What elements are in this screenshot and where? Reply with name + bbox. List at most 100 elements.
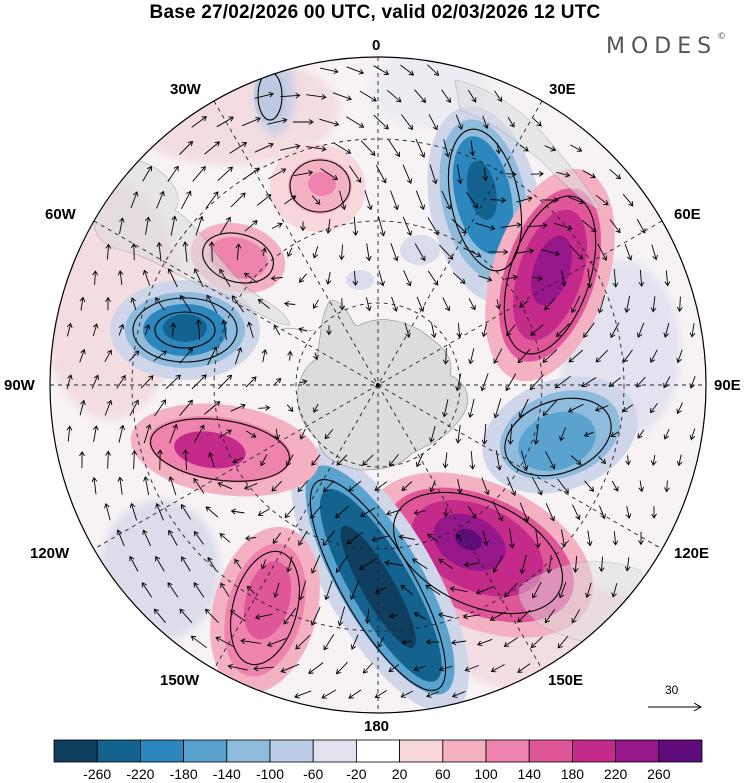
- wind-vector-arrow: [466, 191, 478, 209]
- wind-vector-arrow: [167, 582, 179, 598]
- colorbar-tick-label: 180: [560, 766, 585, 782]
- wind-vector-arrow: [581, 220, 597, 233]
- lon-label-60w: 60W: [45, 206, 76, 223]
- wind-vector-arrow: [116, 529, 125, 547]
- wind-vector-arrow: [427, 533, 439, 543]
- wind-vector-arrow: [373, 114, 389, 130]
- map-border: [49, 56, 707, 714]
- wind-vector-arrow: [493, 398, 502, 419]
- wind-vector-arrow: [475, 586, 494, 595]
- wind-vector-arrow: [66, 425, 73, 442]
- wind-vector-arrow: [66, 374, 73, 390]
- antarctica-landmass: [297, 299, 469, 471]
- wind-vector-arrow: [170, 322, 177, 337]
- lon-label-150e: 150E: [548, 672, 584, 689]
- wind-vector-arrow: [346, 116, 365, 128]
- wind-vector-arrow: [438, 558, 454, 570]
- wind-vector-arrow: [477, 638, 493, 647]
- wind-vector-arrow: [270, 275, 283, 282]
- wind-vector-arrow: [544, 145, 557, 152]
- wind-vector-arrow: [266, 637, 287, 647]
- wind-vector-arrow: [542, 349, 558, 363]
- wind-vector-arrow: [346, 66, 365, 75]
- wind-vector-arrow: [494, 90, 503, 103]
- wind-vector-arrow: [153, 608, 166, 624]
- wind-vector-arrow: [467, 505, 477, 519]
- wind-vector-arrow: [425, 584, 441, 596]
- wind-vector-arrow: [104, 349, 112, 363]
- wind-vector-arrow: [204, 141, 221, 155]
- wind-vector-arrow: [490, 197, 507, 204]
- wind-vector-arrow: [272, 532, 282, 544]
- colorbar-swatch: [53, 739, 98, 763]
- wind-vector-arrow: [258, 405, 271, 411]
- wind-vector-arrow: [287, 350, 293, 361]
- wind-vector-arrow: [568, 349, 584, 363]
- wind-vector-arrow: [518, 398, 529, 418]
- wind-vector-arrow: [663, 376, 671, 389]
- wind-vector-arrow: [468, 348, 475, 365]
- wind-vector-arrow: [253, 665, 275, 672]
- wind-vector-arrow: [622, 349, 633, 363]
- wind-vector-arrow: [271, 222, 283, 229]
- wind-vector-arrow: [451, 690, 466, 698]
- wind-vector-arrow: [206, 294, 218, 314]
- wind-vector-arrow: [388, 139, 400, 158]
- wind-vector-arrow: [478, 275, 493, 282]
- wind-vector-arrow: [247, 321, 254, 338]
- wind-vector-arrow: [181, 556, 191, 572]
- colorbar-swatch: [183, 739, 228, 763]
- wind-vector-arrow: [480, 373, 489, 392]
- wind-vector-arrow: [104, 399, 113, 416]
- wind-vector-arrow: [638, 269, 645, 288]
- wind-vector-arrow: [299, 379, 308, 385]
- wind-vector-arrow: [530, 171, 544, 177]
- wind-vector-arrow: [519, 554, 527, 575]
- wind-vector-arrow: [218, 429, 232, 439]
- wind-vector-arrow: [313, 403, 319, 413]
- wind-vector-arrow: [582, 170, 596, 179]
- wind-vector-arrow: [636, 322, 645, 338]
- colorbar-tick-label: 100: [474, 766, 498, 782]
- wind-vector-arrow: [352, 216, 359, 237]
- wind-vector-arrow: [208, 241, 215, 263]
- wind-vector-arrow: [359, 90, 377, 102]
- wind-vector-arrow: [676, 349, 683, 364]
- wind-vector-arrow: [414, 89, 427, 103]
- wind-vector-arrow: [306, 146, 327, 152]
- wind-vector-arrow: [168, 476, 177, 496]
- wind-vector-arrow: [595, 349, 609, 363]
- wind-vector-arrow: [558, 582, 567, 599]
- wind-vector-arrow: [557, 635, 569, 649]
- wind-vector-arrow: [400, 584, 414, 595]
- wind-vector-arrow: [131, 449, 138, 470]
- wind-vector-arrow: [426, 691, 440, 698]
- colorbar-swatch: [269, 739, 314, 763]
- wind-vector-arrow: [449, 586, 468, 593]
- wind-vector-arrow: [625, 505, 632, 519]
- wind-vector-arrow: [170, 215, 178, 236]
- wind-vector-arrow: [284, 195, 297, 205]
- lon-label-30w: 30W: [170, 81, 201, 98]
- wind-vector-arrow: [638, 531, 644, 546]
- wind-vector-arrow: [375, 164, 387, 184]
- wind-vector-arrow: [169, 423, 178, 444]
- lon-label-0: 0: [372, 37, 381, 54]
- wind-vector-arrow: [429, 425, 436, 443]
- wind-vector-arrow: [488, 249, 509, 255]
- wind-vector-arrow: [118, 424, 125, 443]
- wind-vector-arrow: [256, 194, 272, 206]
- wind-vector-arrow: [333, 142, 352, 154]
- wind-vector-arrow: [464, 665, 479, 672]
- wind-vector-arrow: [586, 530, 593, 547]
- shade-light-blue: [100, 500, 220, 640]
- wind-vector-arrow: [311, 195, 321, 205]
- wind-vector-arrow: [117, 270, 124, 286]
- wind-vector-arrow: [530, 636, 544, 648]
- wind-vector-arrow: [428, 114, 438, 131]
- wind-vector-arrow: [191, 374, 207, 390]
- wind-vector-arrow: [455, 114, 464, 131]
- wind-vector-arrow: [337, 606, 346, 627]
- wind-vector-arrow: [92, 270, 99, 285]
- wind-vector-arrow: [609, 219, 621, 234]
